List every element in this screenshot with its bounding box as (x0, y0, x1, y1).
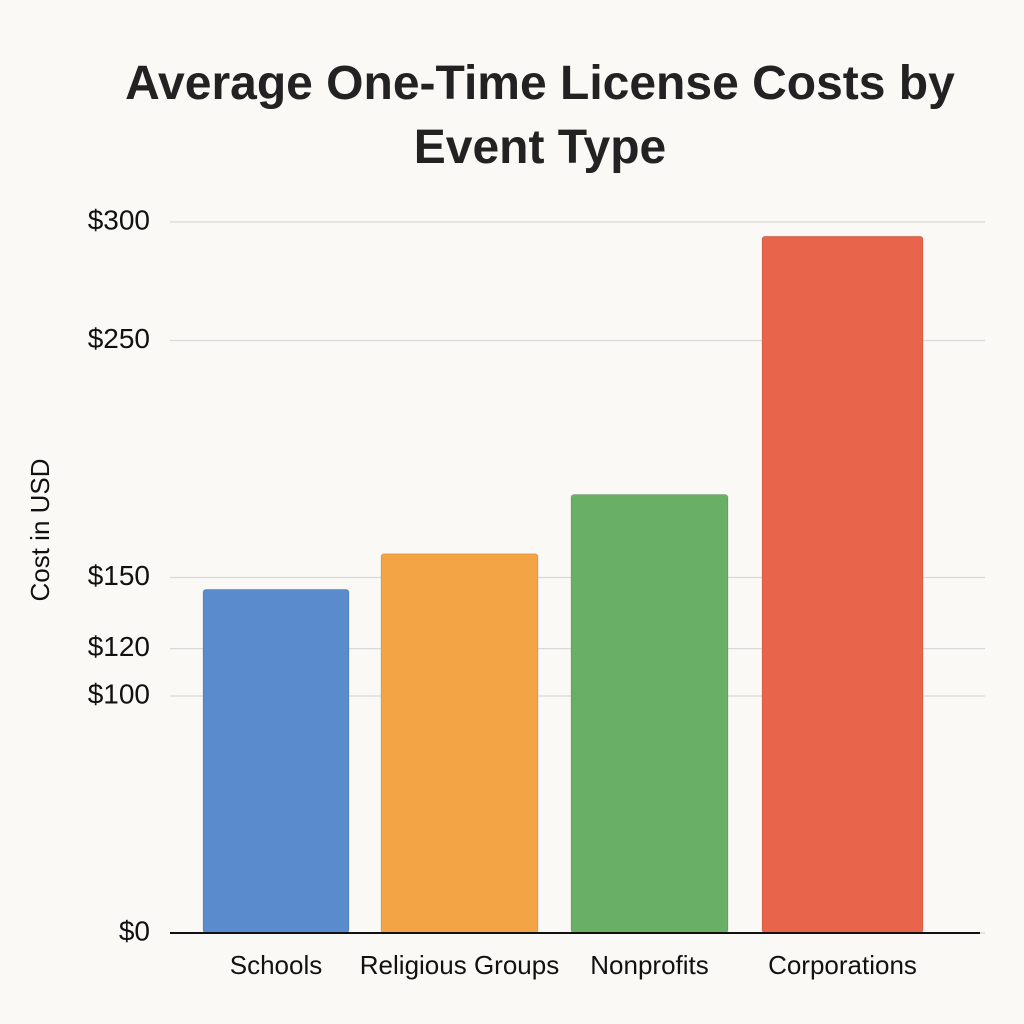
y-tick-label: $300 (88, 204, 150, 235)
x-tick-label: Schools (230, 950, 323, 980)
bar (761, 235, 924, 934)
x-tick-label: Corporations (768, 950, 917, 980)
bar (570, 494, 729, 934)
y-tick-label: $250 (88, 323, 150, 354)
x-tick-label: Religious Groups (360, 950, 559, 980)
x-tick-label: Nonprofits (590, 950, 709, 980)
y-tick-label: $120 (88, 631, 150, 662)
bar (202, 588, 350, 934)
y-tick-label: $0 (119, 915, 150, 946)
chart-title: Average One-Time License Costs by Event … (125, 57, 955, 174)
y-tick-label: $100 (88, 678, 150, 709)
y-tick-label: $150 (88, 560, 150, 591)
bar (380, 553, 539, 934)
y-axis-title: Cost in USD (25, 458, 55, 601)
